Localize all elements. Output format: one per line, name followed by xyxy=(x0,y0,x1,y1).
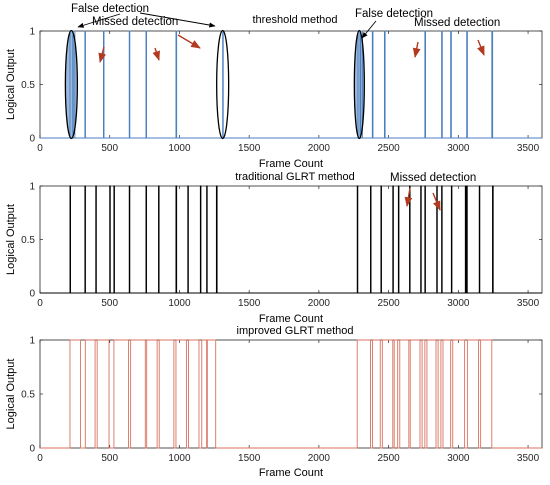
false-detection-label: False detection xyxy=(71,3,149,15)
x-tick-label: 1000 xyxy=(168,298,191,309)
pulse-mark xyxy=(131,340,146,448)
x-tick-label: 3500 xyxy=(517,453,540,464)
x-tick-label: 500 xyxy=(101,143,118,154)
y-tick-label: 0.5 xyxy=(21,390,35,401)
x-tick-label: 1000 xyxy=(168,453,191,464)
missed-detection-arrow xyxy=(477,39,485,56)
pulse-mark xyxy=(70,340,80,448)
pulse-mark xyxy=(453,340,465,448)
missed-detection-arrow xyxy=(98,46,107,63)
chart-panel-3: 0 500 1000 1500 2000 2500 3000 3500 0 0.5 1 Frame C… xyxy=(5,325,543,479)
pulse-mark xyxy=(467,340,478,448)
pulse-mark xyxy=(159,340,174,448)
missed-detection-label: Missed detection xyxy=(390,172,476,184)
chart-panel-1: 0 500 1000 1500 2000 2500 3000 3500 0 0.5 1 Frame C… xyxy=(5,14,543,170)
pulse-mark xyxy=(207,340,215,448)
x-axis-label: Frame Count xyxy=(259,313,323,325)
x-tick-label: 2000 xyxy=(308,453,331,464)
pulse-mark xyxy=(382,340,392,448)
pulse-mark xyxy=(410,340,420,448)
false-detection-ellipse xyxy=(64,29,79,140)
pulse-mark xyxy=(427,340,436,448)
y-axis-label: Logical Output xyxy=(5,49,17,120)
y-tick-label: 0.5 xyxy=(21,80,35,91)
chart-title: improved GLRT method xyxy=(237,325,354,337)
y-tick-label: 0 xyxy=(29,134,35,145)
x-tick-label: 2000 xyxy=(308,298,331,309)
y-tick-label: 1 xyxy=(29,27,35,38)
x-tick-label: 1500 xyxy=(238,143,261,154)
x-tick-label: 2500 xyxy=(377,298,400,309)
series-line xyxy=(40,30,542,139)
pulse-mark xyxy=(85,340,95,448)
series-line xyxy=(40,339,542,449)
missed-detection-arrow xyxy=(177,34,201,49)
y-axis-label: Logical Output xyxy=(5,359,17,430)
pointer-arrow xyxy=(361,20,377,39)
chart-title: traditional GLRT method xyxy=(235,171,354,183)
y-tick-label: 0 xyxy=(29,444,35,455)
missed-detection-arrow xyxy=(412,41,421,58)
pulse-mark xyxy=(176,340,186,448)
x-tick-label: 500 xyxy=(101,298,118,309)
x-tick-label: 3000 xyxy=(447,298,470,309)
pulse-mark xyxy=(394,340,397,448)
x-tick-label: 3000 xyxy=(447,453,470,464)
pointer-arrow xyxy=(77,13,121,28)
x-tick-label: 1500 xyxy=(238,453,261,464)
y-axis-label: Logical Output xyxy=(5,204,17,275)
x-tick-label: 0 xyxy=(37,453,43,464)
x-tick-label: 1500 xyxy=(238,298,261,309)
pulse-mark xyxy=(97,340,109,448)
pulse-mark xyxy=(189,340,199,448)
pulse-mark xyxy=(481,340,492,448)
missed-detection-arrow xyxy=(152,47,160,61)
x-axis-label: Frame Count xyxy=(259,467,323,479)
false-detection-ellipse xyxy=(216,29,230,140)
missed-detection-label: Missed detection xyxy=(414,17,500,29)
y-tick-label: 0.5 xyxy=(21,235,35,246)
x-tick-label: 3500 xyxy=(517,143,540,154)
pulse-mark xyxy=(147,340,157,448)
pulse-mark xyxy=(357,340,370,448)
missed-detection-arrow xyxy=(404,187,413,207)
chart-title: threshold method xyxy=(253,14,338,26)
x-tick-label: 3000 xyxy=(447,143,470,154)
series-line xyxy=(40,185,542,294)
pulse-mark xyxy=(443,340,451,448)
x-tick-label: 500 xyxy=(101,453,118,464)
x-axis-label: Frame Count xyxy=(259,158,323,170)
false-detection-label: False detection xyxy=(355,8,433,20)
pointer-arrow xyxy=(139,12,216,28)
pulse-mark xyxy=(114,340,129,448)
x-tick-label: 1000 xyxy=(168,143,191,154)
missed-detection-arrow xyxy=(432,192,441,211)
x-tick-label: 0 xyxy=(37,143,43,154)
chart-panel-2: 0 500 1000 1500 2000 2500 3000 3500 0 0.5 1 Frame C… xyxy=(5,171,543,325)
y-tick-label: 1 xyxy=(29,336,35,347)
x-tick-label: 0 xyxy=(37,298,43,309)
missed-detection-label: Missed detection xyxy=(92,16,178,28)
y-tick-label: 1 xyxy=(29,182,35,193)
x-tick-label: 2500 xyxy=(377,143,400,154)
pulse-mark xyxy=(373,340,381,448)
plot-frame xyxy=(39,339,543,449)
x-tick-label: 2000 xyxy=(308,143,331,154)
pulse-mark xyxy=(400,340,409,448)
false-detection-ellipse xyxy=(353,29,365,140)
pulse-mark xyxy=(202,340,207,448)
x-tick-label: 2500 xyxy=(377,453,400,464)
x-tick-label: 3500 xyxy=(517,298,540,309)
y-tick-label: 0 xyxy=(29,289,35,300)
